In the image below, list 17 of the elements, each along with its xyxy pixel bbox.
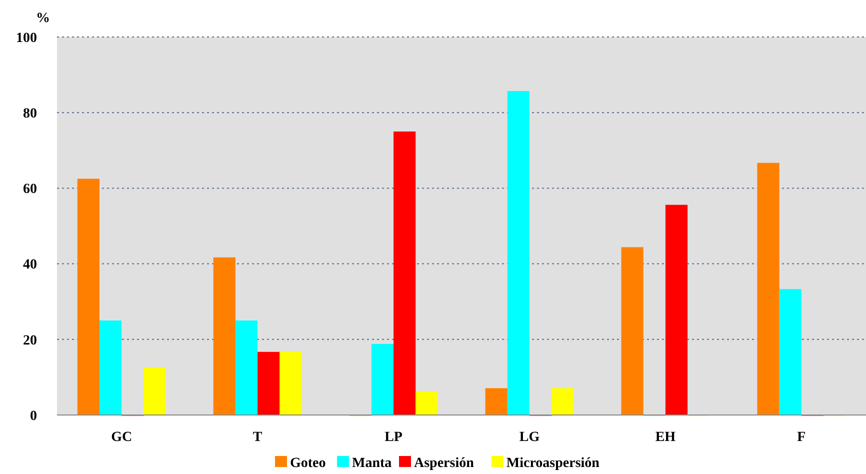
x-tick-label: LG (519, 430, 540, 445)
legend-label: Aspersión (414, 456, 474, 471)
y-tick-label: 20 (23, 333, 37, 348)
x-tick-label: EH (655, 430, 676, 445)
x-tick-label: F (797, 430, 806, 445)
y-tick-label: 40 (23, 258, 37, 273)
y-axis-title: % (36, 11, 50, 26)
y-tick-label: 0 (30, 408, 37, 424)
y-tick-label: 100 (16, 30, 37, 46)
legend-label: Manta (352, 456, 392, 471)
x-tick-label: LP (384, 430, 403, 445)
legend-label: Microaspersión (506, 456, 600, 471)
x-tick-label: T (252, 430, 263, 445)
legend-label: Goteo (290, 456, 326, 471)
y-tick-label: 60 (23, 182, 37, 198)
x-tick-label: GC (111, 430, 132, 445)
y-tick-label: 80 (23, 106, 37, 122)
